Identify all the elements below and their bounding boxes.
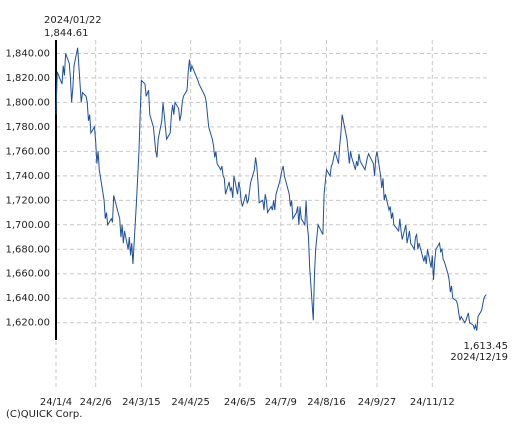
y-tick-label: 1,740.00 [5, 171, 50, 182]
x-tick-label: 24/3/15 [122, 397, 161, 408]
y-tick-label: 1,700.00 [5, 220, 50, 231]
x-tick-label: 24/1/4 [40, 397, 72, 408]
y-tick-label: 1,620.00 [5, 318, 50, 329]
y-tick-label: 1,660.00 [5, 269, 50, 280]
x-tick-label: 24/2/6 [80, 397, 112, 408]
min-value: 1,613.45 [463, 341, 508, 352]
x-tick-label: 24/8/16 [307, 397, 346, 408]
max-date: 2024/01/22 [44, 15, 102, 26]
x-tick-label: 24/11/12 [410, 397, 455, 408]
y-tick-label: 1,720.00 [5, 195, 50, 206]
y-tick-label: 1,800.00 [5, 97, 50, 108]
y-tick-label: 1,680.00 [5, 244, 50, 255]
min-date: 2024/12/19 [450, 352, 508, 363]
x-tick-label: 24/7/9 [265, 397, 297, 408]
y-tick-label: 1,840.00 [5, 48, 50, 59]
y-tick-label: 1,760.00 [5, 146, 50, 157]
price-line [55, 47, 487, 331]
x-tick-label: 24/4/25 [171, 397, 210, 408]
x-tick-label: 24/9/27 [358, 397, 397, 408]
y-tick-label: 1,640.00 [5, 293, 50, 304]
copyright: (C)QUICK Corp. [6, 409, 82, 420]
x-tick-label: 24/6/5 [224, 397, 256, 408]
max-value: 1,844.61 [44, 28, 89, 39]
y-tick-label: 1,780.00 [5, 122, 50, 133]
y-tick-label: 1,820.00 [5, 73, 50, 84]
